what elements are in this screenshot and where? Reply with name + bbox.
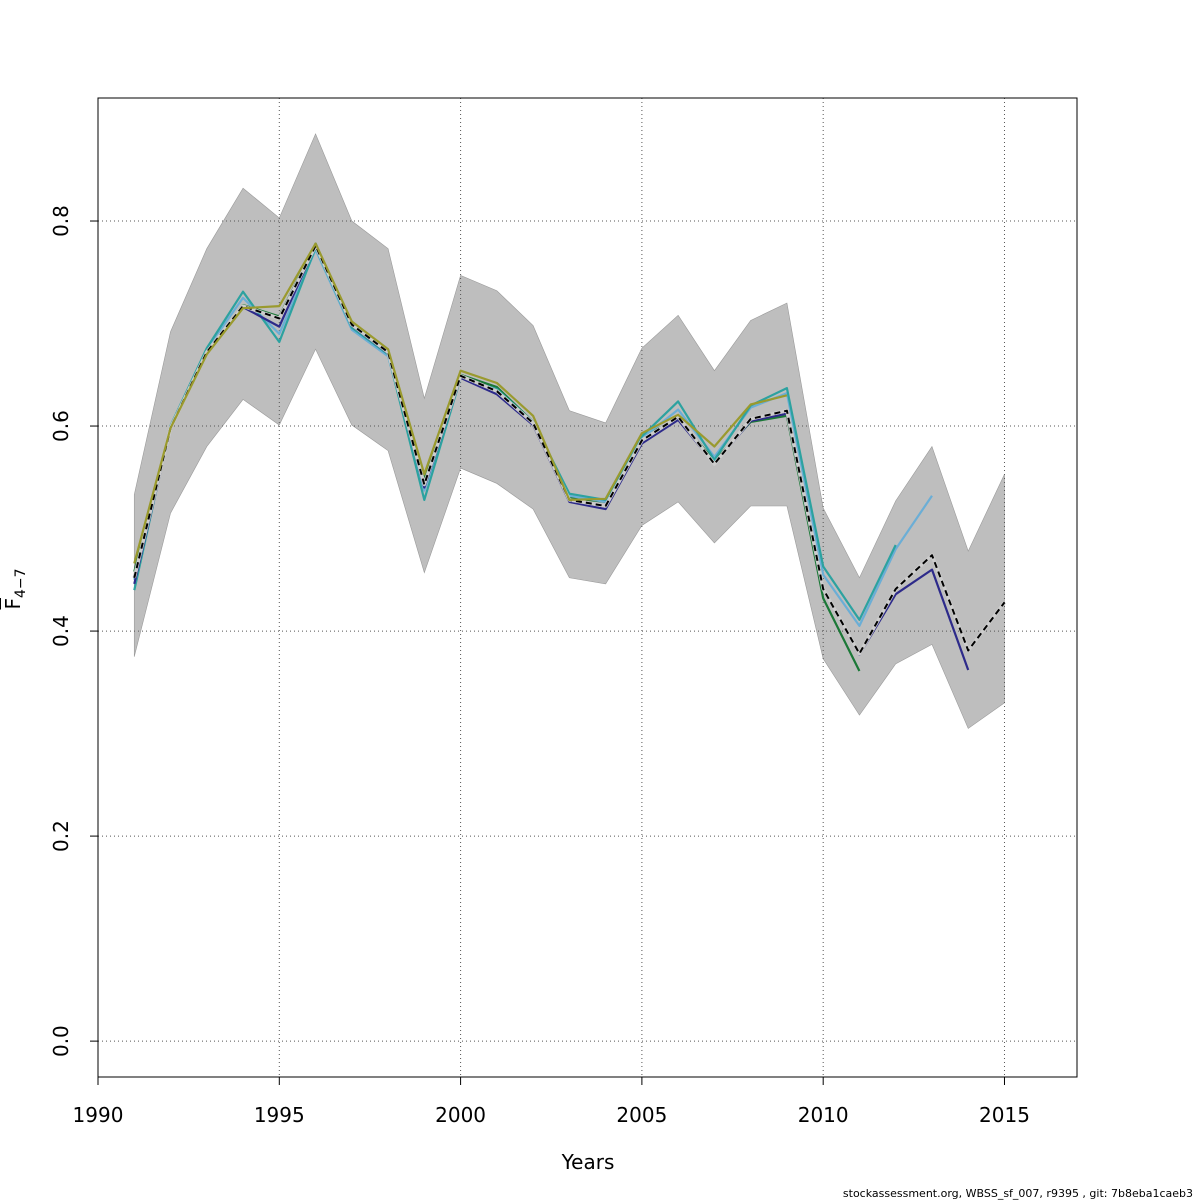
svg-text:F4−7: F4−7 [1,568,29,609]
y-tick-label-group: 0.0 [49,1025,73,1057]
footer-text: stockassessment.org, WBSS_sf_007, r9395 … [843,1187,1193,1200]
x-axis: 1990 1995 2000 2005 2010 2015 [73,1076,1030,1127]
y-tick-label: 0.6 [49,410,73,442]
y-tick-label-group: 0.2 [49,820,73,852]
x-tick-label: 1990 [73,1103,124,1127]
x-tick-label: 2015 [979,1103,1030,1127]
y-tick-label: 0.4 [49,615,73,647]
x-axis-title: Years [561,1150,615,1174]
y-tick-label: 0.0 [49,1025,73,1057]
y-tick-label-group: 0.6 [49,410,73,442]
x-tick-label: 2010 [798,1103,849,1127]
y-tick-label-group: 0.4 [49,615,73,647]
x-tick-label: 2000 [435,1103,486,1127]
y-tick-label-group: 0.8 [49,205,73,237]
y-axis-title-sub: 4−7 [13,568,29,598]
x-tick-label: 2005 [616,1103,667,1127]
series-layer [132,242,1006,672]
y-tick-label: 0.2 [49,820,73,852]
y-tick-label: 0.8 [49,205,73,237]
series-line [133,242,788,564]
x-tick-label: 1995 [254,1103,305,1127]
y-axis: 0.0 0.2 0.4 0.6 0.8 [49,205,99,1057]
y-axis-title: F4−7 [1,568,29,609]
y-axis-title-main: F [1,598,25,610]
